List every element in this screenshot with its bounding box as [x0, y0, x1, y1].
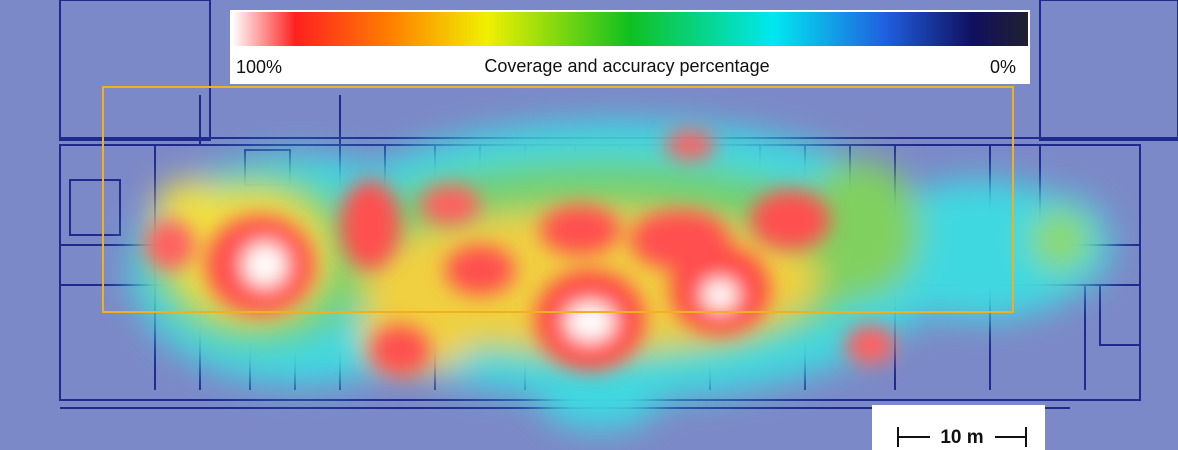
- legend-max-label: 100%: [236, 57, 282, 77]
- legend-color-bar: [232, 12, 1028, 46]
- legend-title: Coverage and accuracy percentage: [484, 56, 769, 76]
- scale-bar: 10 m: [872, 405, 1045, 450]
- heatmap-view: 100% Coverage and accuracy percentage 0%…: [0, 0, 1178, 450]
- color-legend: 100% Coverage and accuracy percentage 0%: [230, 10, 1030, 84]
- legend-min-label: 0%: [990, 57, 1016, 77]
- scale-bar-label: 10 m: [940, 427, 983, 448]
